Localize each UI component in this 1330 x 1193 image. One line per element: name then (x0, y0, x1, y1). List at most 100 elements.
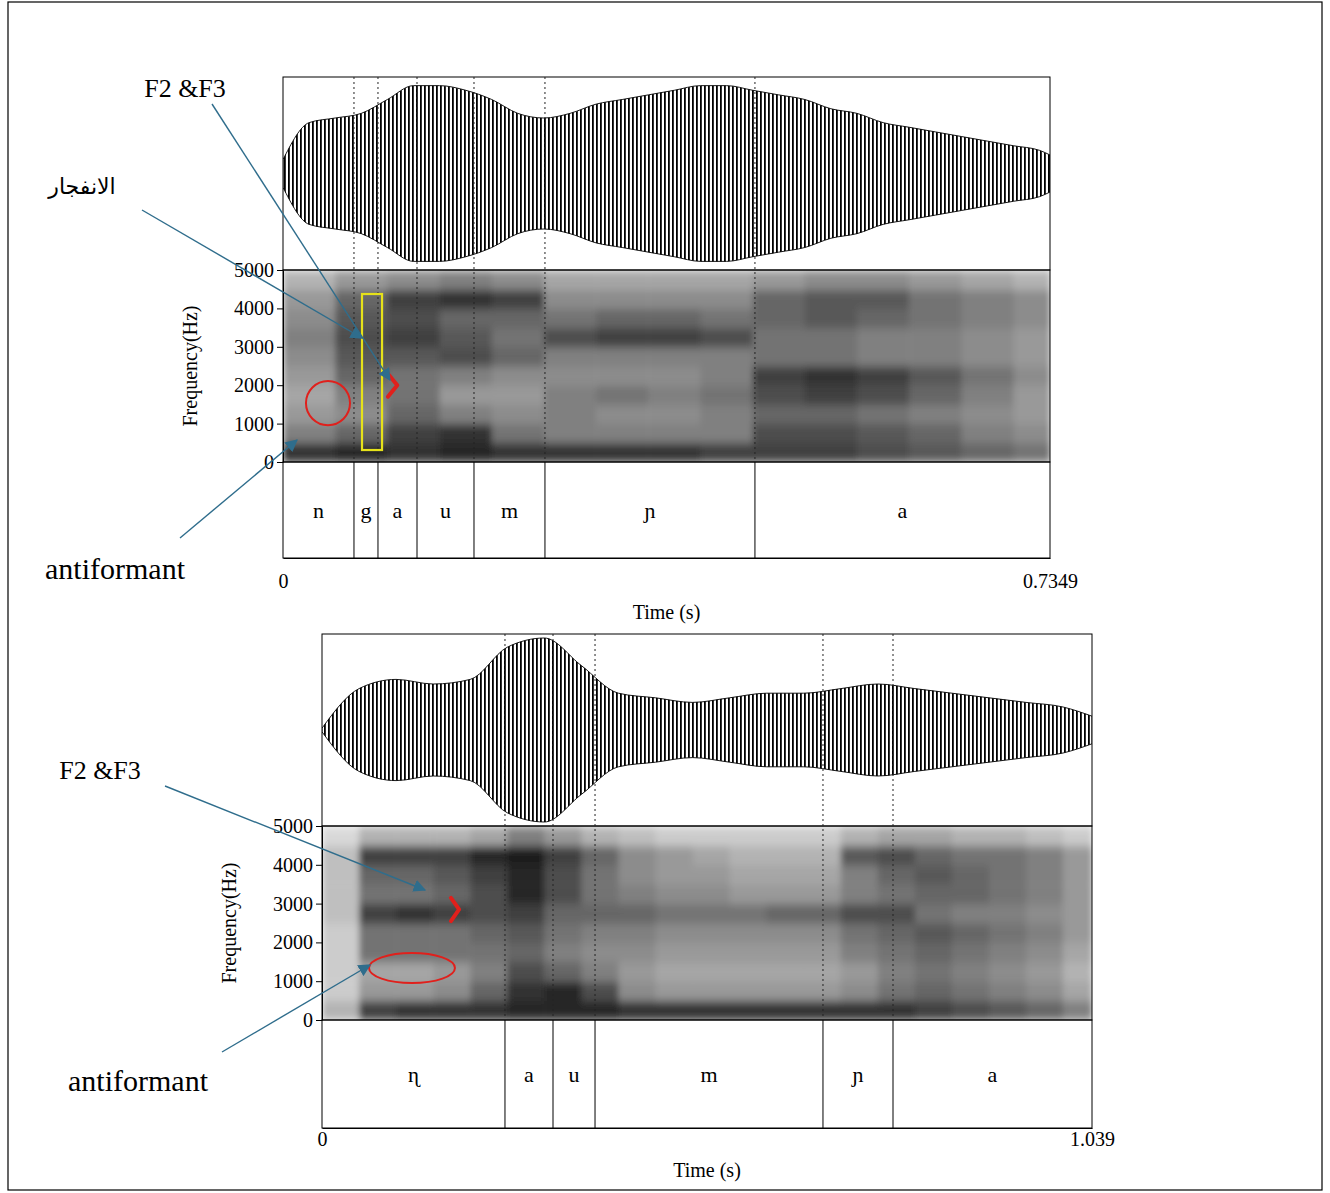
y-tick-mark (316, 981, 322, 982)
spectrogram-cell (581, 845, 619, 865)
spectrogram-cell (544, 923, 582, 943)
segment-label: ɲ (850, 1062, 863, 1087)
y-axis-title: Frequency(Hz) (179, 305, 202, 426)
y-tick-mark (316, 1020, 322, 1021)
spectrogram-cell (544, 385, 597, 405)
spectrogram-cell (1063, 826, 1092, 846)
spectrogram-cell (693, 942, 731, 962)
spectrogram-cell (909, 270, 962, 290)
segment-label: ɳ (408, 1062, 421, 1087)
spectrogram-cell (989, 826, 1027, 846)
spectrogram-cell (1063, 865, 1092, 885)
boundary-dotted (893, 634, 894, 1020)
y-tick-label: 2000 (234, 374, 274, 396)
spectrogram-cell (283, 366, 336, 386)
spectrogram-cell (507, 962, 545, 982)
spectrogram-cell (857, 443, 910, 462)
spectrogram-cell (915, 962, 953, 982)
spectrogram-cell (544, 366, 597, 386)
spectrogram-cell (581, 942, 619, 962)
spectrogram-cell (841, 884, 879, 904)
annotation-arrow (212, 104, 390, 380)
spectrogram-cell (1063, 923, 1092, 943)
spectrogram-cell (396, 826, 434, 846)
spectrogram-cell (440, 347, 493, 367)
spectrogram-cell (857, 385, 910, 405)
spectrogram-cell (841, 845, 879, 865)
spectrogram-cell (1026, 923, 1064, 943)
x-axis-line (284, 558, 1051, 559)
annotation-label: الانفجار (47, 174, 115, 199)
spectrogram-cell (581, 826, 619, 846)
spectrogram-cell (433, 1001, 471, 1020)
boundary (595, 1020, 596, 1128)
spectrogram-cell (322, 826, 360, 846)
spectrogram-cell (878, 962, 916, 982)
spectrogram-cell (700, 270, 753, 290)
spectrogram-cell (1026, 904, 1064, 924)
spectrogram-cell (507, 845, 545, 865)
spectrogram-cell (359, 923, 397, 943)
spectrogram-cell (989, 1001, 1027, 1020)
spectrogram-cell (359, 962, 397, 982)
x-tick-label: 0.7349 (1023, 570, 1078, 592)
spectrogram-cell (507, 904, 545, 924)
spectrogram-cell (544, 270, 597, 290)
spectrogram-cell (492, 289, 545, 309)
spectrogram (283, 270, 1050, 462)
spectrogram-cell (753, 328, 806, 348)
spectrogram-cell (470, 826, 508, 846)
boundary (417, 462, 418, 558)
spectrogram-cell (952, 884, 990, 904)
annotation-label: antiformant (68, 1064, 209, 1097)
y-tick: 1000 (234, 413, 283, 435)
spectrogram-cell (989, 923, 1027, 943)
spectrogram-cell (700, 424, 753, 444)
y-tick-mark (277, 270, 283, 271)
spectrogram-cell (878, 981, 916, 1001)
spectrogram-cell (648, 443, 701, 462)
spectrogram-cell (961, 366, 1014, 386)
spectrogram-cell (909, 385, 962, 405)
spectrogram-cell (387, 404, 440, 424)
spectrogram-cell (700, 404, 753, 424)
spectrogram-cell (878, 904, 916, 924)
spectrogram-cell (1014, 347, 1050, 367)
spectrogram-cell (322, 865, 360, 885)
spectrogram-cell (618, 884, 656, 904)
spectrogram-cell (396, 962, 434, 982)
spectrogram-cell (878, 865, 916, 885)
spectrogram-cell (961, 289, 1014, 309)
spectrogram-cell (961, 328, 1014, 348)
y-axis-line (322, 827, 323, 1021)
spectrogram-cell (596, 443, 649, 462)
y-tick-mark (316, 942, 322, 943)
spectrogram-cell (915, 904, 953, 924)
spectrogram-cell (648, 308, 701, 328)
spectrogram-cell (730, 826, 768, 846)
segment-label: m (501, 498, 518, 523)
spectrogram-cell (544, 962, 582, 982)
spectrogram-cell (730, 845, 768, 865)
spectrogram-cell (1063, 904, 1092, 924)
spectrogram-cell (952, 865, 990, 885)
spectrogram-cell (387, 347, 440, 367)
spectrogram-cell (581, 904, 619, 924)
spectrogram-cell (857, 270, 910, 290)
spectrogram-cell (857, 347, 910, 367)
segment-label: a (988, 1062, 998, 1087)
spectrogram-cell (433, 942, 471, 962)
spectrogram-cell (753, 308, 806, 328)
boundary-dotted (377, 77, 378, 462)
spectrogram-cell (989, 904, 1027, 924)
spectrogram-cell (581, 923, 619, 943)
spectrogram-cell (961, 424, 1014, 444)
y-tick-label: 5000 (234, 259, 274, 281)
x-axis: 00.7349 (279, 558, 1079, 592)
spectrogram-cell (805, 270, 858, 290)
spectrogram-cell (693, 845, 731, 865)
y-tick-mark (277, 347, 283, 348)
spectrogram-cell (700, 308, 753, 328)
spectrogram-cell (730, 884, 768, 904)
spectrogram-cell (396, 923, 434, 943)
